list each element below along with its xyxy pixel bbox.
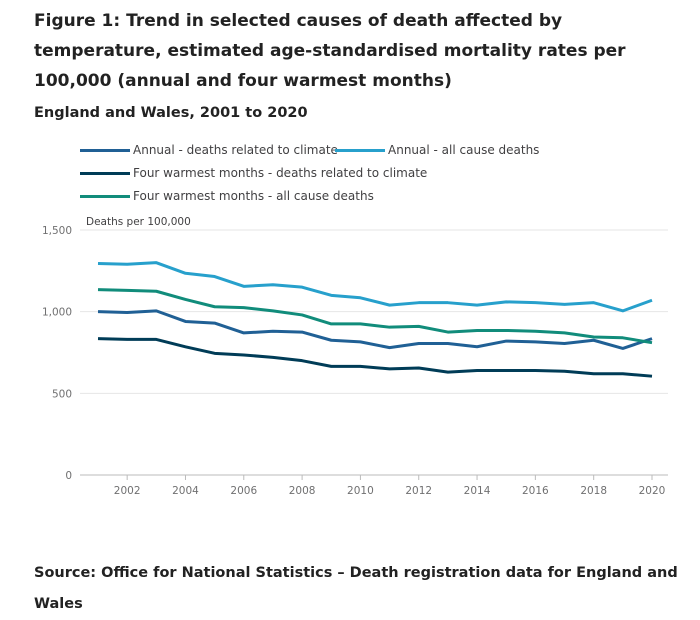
chart-subtitle: England and Wales, 2001 to 2020 [34,105,308,121]
x-tick-label: 2006 [230,485,257,497]
legend-label: Annual - deaths related to climate [133,143,338,157]
legend-label: Four warmest months - all cause deaths [133,189,374,203]
y-axis-label: Deaths per 100,000 [86,216,191,228]
x-tick-label: 2010 [347,485,374,497]
legend-item[interactable]: Annual - all cause deaths [335,143,539,157]
legend-item[interactable]: Four warmest months - all cause deaths [80,189,374,203]
series-line-3[interactable] [97,288,653,345]
x-tick-label: 2002 [114,485,141,497]
y-tick-label: 1,000 [42,307,72,319]
y-tick-label: 0 [65,470,72,482]
series-line-1[interactable] [97,261,653,313]
x-tick-label: 2016 [522,485,549,497]
legend-swatch [80,148,130,152]
series-line-0[interactable] [97,309,653,350]
y-tick-label: 1,500 [42,225,72,237]
legend-swatch [80,194,130,198]
x-tick-label: 2008 [289,485,316,497]
legend-label: Four warmest months - deaths related to … [133,166,428,180]
legend-item[interactable]: Four warmest months - deaths related to … [80,166,427,180]
source-note: Source: Office for National Statistics –… [34,565,678,612]
series-line-2[interactable] [97,337,653,378]
legend-label: Annual - all cause deaths [388,143,540,157]
legend-swatch [335,148,385,152]
y-tick-label: 500 [52,388,72,400]
x-tick-label: 2020 [639,485,666,497]
x-tick-label: 2012 [405,485,432,497]
x-tick-label: 2014 [464,485,491,497]
legend-swatch [80,171,130,175]
x-tick-label: 2018 [580,485,607,497]
x-tick-label: 2004 [172,485,199,497]
legend-item[interactable]: Annual - deaths related to climate [80,143,338,157]
chart-title: Figure 1: Trend in selected causes of de… [34,11,626,91]
